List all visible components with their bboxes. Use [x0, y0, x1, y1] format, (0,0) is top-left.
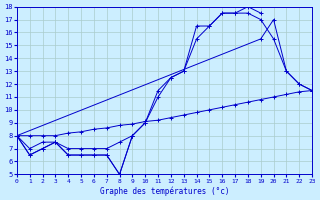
X-axis label: Graphe des températures (°c): Graphe des températures (°c) [100, 186, 229, 196]
